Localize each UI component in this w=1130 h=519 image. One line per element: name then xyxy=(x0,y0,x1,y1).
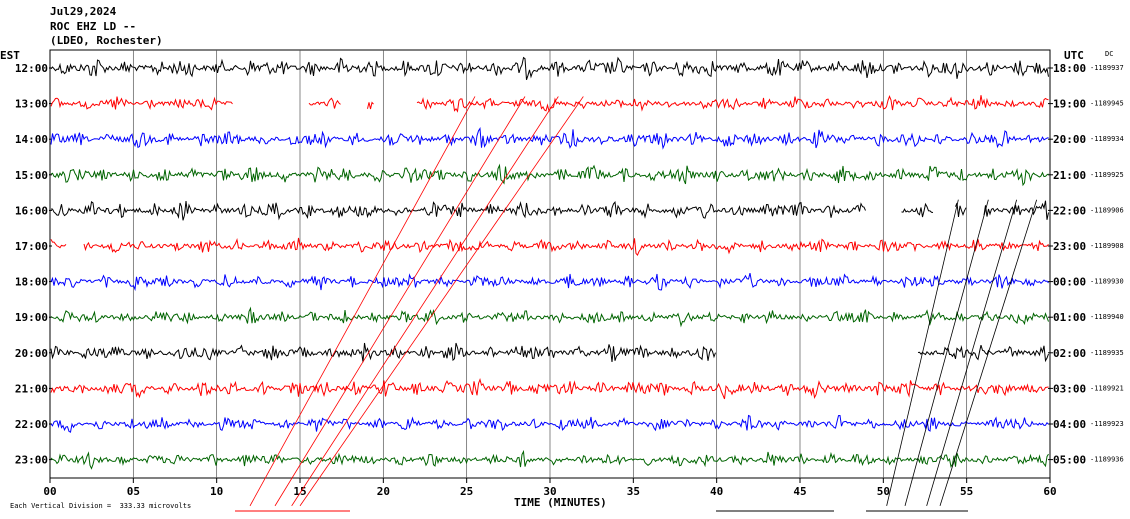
x-tick-label-60: 60 xyxy=(1043,485,1056,498)
scale-note: Each Vertical Division = 333.33 microvol… xyxy=(10,502,192,510)
trace-1200 xyxy=(50,56,1049,80)
trace-1300 xyxy=(50,95,1049,113)
row-label-utc-2300: 23:00 xyxy=(1053,240,1086,253)
row-label-est-1700: 17:00 xyxy=(15,240,48,253)
row-label-est-2000: 20:00 xyxy=(15,347,48,360)
row-dc-offset: -1189906 xyxy=(1090,206,1124,214)
row-label-utc-0300: 03:00 xyxy=(1053,382,1086,395)
row-dc-offset: -1189945 xyxy=(1090,100,1124,108)
x-tick-label-10: 10 xyxy=(210,485,223,498)
row-dc-offset: -1189921 xyxy=(1090,384,1124,392)
right-timezone-label: UTC xyxy=(1064,49,1084,62)
row-dc-offset: -1189936 xyxy=(1090,456,1124,464)
calibration-streak xyxy=(249,96,476,507)
calibration-streak xyxy=(886,199,959,506)
row-label-est-1900: 19:00 xyxy=(15,311,48,324)
calibration-streak xyxy=(274,96,526,507)
dc-offset-header: DC xyxy=(1105,50,1114,58)
x-tick-label-25: 25 xyxy=(460,485,473,498)
x-axis-title: TIME (MINUTES) xyxy=(514,496,607,509)
trace-1400 xyxy=(50,126,1049,150)
row-dc-offset: -1189925 xyxy=(1090,171,1124,179)
row-label-utc-0200: 02:00 xyxy=(1053,347,1086,360)
row-dc-offset: -1189940 xyxy=(1090,313,1124,321)
network-name: (LDEO, Rochester) xyxy=(50,34,163,47)
x-tick-label-05: 05 xyxy=(127,485,140,498)
row-label-utc-1900: 19:00 xyxy=(1053,98,1086,111)
row-label-utc-1800: 18:00 xyxy=(1053,62,1086,75)
row-label-est-1400: 14:00 xyxy=(15,133,48,146)
row-dc-offset: -1189934 xyxy=(1090,135,1124,143)
trace-2200 xyxy=(50,414,1049,433)
row-label-est-2100: 21:00 xyxy=(15,382,48,395)
row-label-utc-0100: 01:00 xyxy=(1053,311,1086,324)
row-label-utc-2100: 21:00 xyxy=(1053,169,1086,182)
trace-1900 xyxy=(50,306,1049,328)
x-tick-label-30: 30 xyxy=(543,485,556,498)
x-tick-label-45: 45 xyxy=(793,485,806,498)
row-dc-offset: -1189937 xyxy=(1090,64,1124,72)
trace-2000 xyxy=(50,342,1049,363)
row-label-utc-2000: 20:00 xyxy=(1053,133,1086,146)
row-dc-offset: -1189923 xyxy=(1090,420,1124,428)
trace-1600 xyxy=(50,200,1049,221)
row-label-est-1500: 15:00 xyxy=(15,169,48,182)
row-label-est-2200: 22:00 xyxy=(15,418,48,431)
trace-1500 xyxy=(50,163,1049,187)
calibration-streak xyxy=(939,199,1038,507)
row-label-utc-0500: 05:00 xyxy=(1053,454,1086,467)
row-label-utc-0000: 00:00 xyxy=(1053,276,1086,289)
calibration-streak xyxy=(926,199,1018,506)
trace-1700 xyxy=(50,237,1049,257)
x-tick-label-50: 50 xyxy=(877,485,890,498)
row-dc-offset: -1189930 xyxy=(1090,278,1124,286)
x-tick-label-40: 40 xyxy=(710,485,723,498)
x-tick-label-35: 35 xyxy=(627,485,640,498)
station-code: ROC EHZ LD -- xyxy=(50,20,137,33)
calibration-streak xyxy=(299,96,584,507)
x-tick-label-15: 15 xyxy=(293,485,306,498)
row-dc-offset: -1189908 xyxy=(1090,242,1124,250)
record-date: Jul29,2024 xyxy=(50,5,117,18)
trace-2100 xyxy=(50,377,1049,400)
trace-1800 xyxy=(50,272,1049,292)
x-tick-label-55: 55 xyxy=(960,485,973,498)
calibration-streak xyxy=(291,96,559,507)
row-label-est-1600: 16:00 xyxy=(15,204,48,217)
row-label-est-1200: 12:00 xyxy=(15,62,48,75)
calibration-streak xyxy=(904,199,989,506)
row-label-utc-0400: 04:00 xyxy=(1053,418,1086,431)
x-tick-label-00: 00 xyxy=(43,485,56,498)
trace-2300 xyxy=(50,449,1049,470)
x-tick-label-20: 20 xyxy=(377,485,390,498)
row-label-est-1300: 13:00 xyxy=(15,98,48,111)
left-timezone-label: EST xyxy=(0,49,20,62)
row-dc-offset: -1189935 xyxy=(1090,349,1124,357)
row-label-est-1800: 18:00 xyxy=(15,276,48,289)
row-label-utc-2200: 22:00 xyxy=(1053,204,1086,217)
row-label-est-2300: 23:00 xyxy=(15,454,48,467)
